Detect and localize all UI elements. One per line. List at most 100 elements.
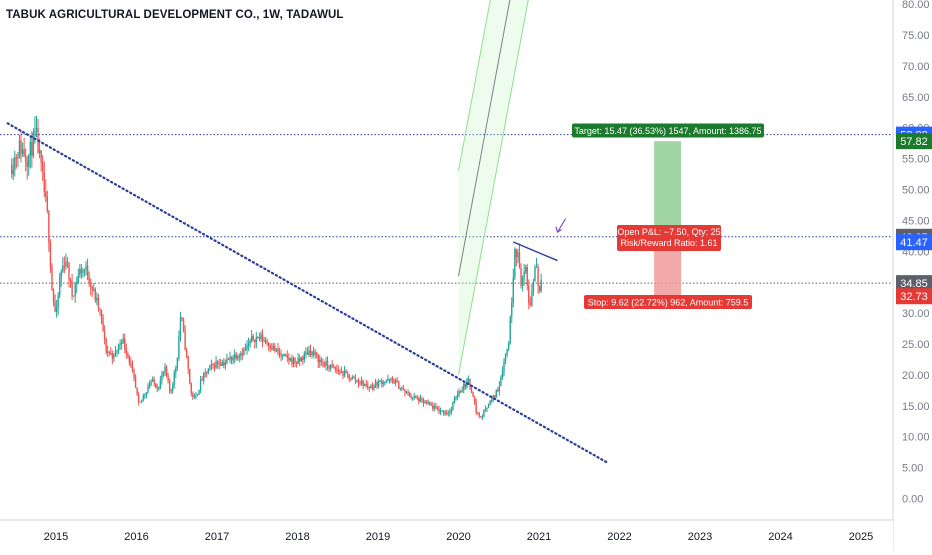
y-tick-label: 25.00 (902, 339, 930, 351)
candle-body (165, 366, 168, 376)
candle-body (534, 267, 536, 282)
candle-body (14, 157, 16, 170)
candle-body (463, 383, 465, 390)
candle-body (226, 359, 228, 363)
candle-body (199, 379, 202, 390)
candle-body (141, 399, 143, 402)
candle-body (507, 343, 510, 350)
candle-body (202, 373, 205, 381)
candle-body (444, 412, 446, 414)
candle-body (93, 289, 95, 291)
candle-body (229, 357, 231, 360)
price-tag-label: 32.73 (900, 291, 928, 303)
candle-body (371, 385, 374, 389)
candle-body (286, 354, 288, 358)
candle-body (404, 389, 406, 393)
candle-body (514, 249, 516, 278)
candle-body (427, 402, 429, 404)
candle-body (421, 398, 423, 400)
candle-body (401, 387, 403, 389)
target-label-box (572, 123, 764, 138)
candle-body (385, 381, 388, 383)
candle-body (235, 354, 237, 359)
candle-body (325, 361, 327, 367)
candle-body (351, 376, 354, 380)
candle-body (342, 371, 344, 376)
candle-body (63, 265, 66, 267)
candle-body (405, 391, 408, 393)
candle-body (336, 369, 338, 371)
candle-body (435, 406, 437, 408)
candle-body (370, 385, 372, 389)
candle-body (114, 351, 117, 354)
candle-body (80, 268, 83, 273)
candle-body (363, 384, 366, 386)
candle-body (438, 409, 440, 412)
y-tick-label: 45.00 (902, 215, 930, 227)
candle-body (346, 373, 349, 375)
candle-body (531, 290, 533, 305)
candle-body (247, 343, 250, 346)
candle-body (250, 336, 253, 341)
candle-body (35, 127, 38, 131)
candle-body (424, 401, 426, 404)
candle-body (77, 275, 79, 283)
candle-body (246, 345, 248, 350)
candle-body (144, 394, 146, 396)
candle-body (240, 353, 242, 357)
candle-body (408, 393, 411, 397)
candle-body (124, 338, 126, 349)
candle-body (82, 270, 84, 273)
candle-body (458, 391, 460, 395)
candle-body (99, 308, 101, 310)
y-tick-label: 5.00 (902, 463, 923, 475)
candle-body (142, 395, 145, 400)
candle-body (23, 149, 25, 157)
candle-body (429, 402, 431, 405)
price-tag-label: 41.47 (900, 237, 928, 249)
candle-body (398, 381, 400, 389)
stop-label-box (584, 295, 752, 309)
candle-body (128, 355, 131, 363)
candle-body (206, 372, 208, 374)
candle-body (461, 389, 463, 392)
candle-body (154, 383, 157, 388)
y-tick-label: 75.00 (902, 30, 930, 42)
candle-body (391, 378, 394, 381)
candle-body (367, 384, 369, 387)
candle-body (486, 407, 488, 410)
candle-body (535, 266, 538, 268)
candle-body (379, 380, 381, 382)
x-tick-label: 2015 (44, 531, 68, 543)
candle-body (269, 346, 271, 349)
candle-body (481, 416, 484, 418)
candle-body (459, 391, 462, 393)
pnl-label: Open P&L: −7.50, Qty: 25 (617, 227, 720, 237)
candle-body (509, 316, 511, 344)
candle-body (51, 267, 53, 290)
candle-body (195, 395, 197, 397)
candle-body (418, 397, 420, 402)
candle-body (45, 191, 47, 197)
candle-body (495, 390, 497, 398)
candle-body (524, 266, 527, 272)
candle-body (148, 384, 151, 388)
candle-body (283, 354, 285, 356)
candle-body (308, 350, 310, 355)
candle-body (263, 340, 265, 342)
candle-body (345, 370, 347, 374)
candle-body (116, 350, 118, 352)
candle-body (170, 390, 172, 392)
candle-body (96, 298, 98, 301)
candle-body (387, 379, 389, 382)
candle-body (326, 361, 329, 366)
candle-body (172, 384, 174, 391)
chart-title: TABUK AGRICULTURAL DEVELOPMENT CO., 1W, … (6, 9, 344, 21)
candle-body (447, 412, 449, 414)
candle-body (277, 348, 279, 353)
candle-body (244, 349, 247, 351)
candle-body (280, 353, 282, 357)
candle-body (441, 411, 443, 413)
candle-body (66, 261, 69, 263)
